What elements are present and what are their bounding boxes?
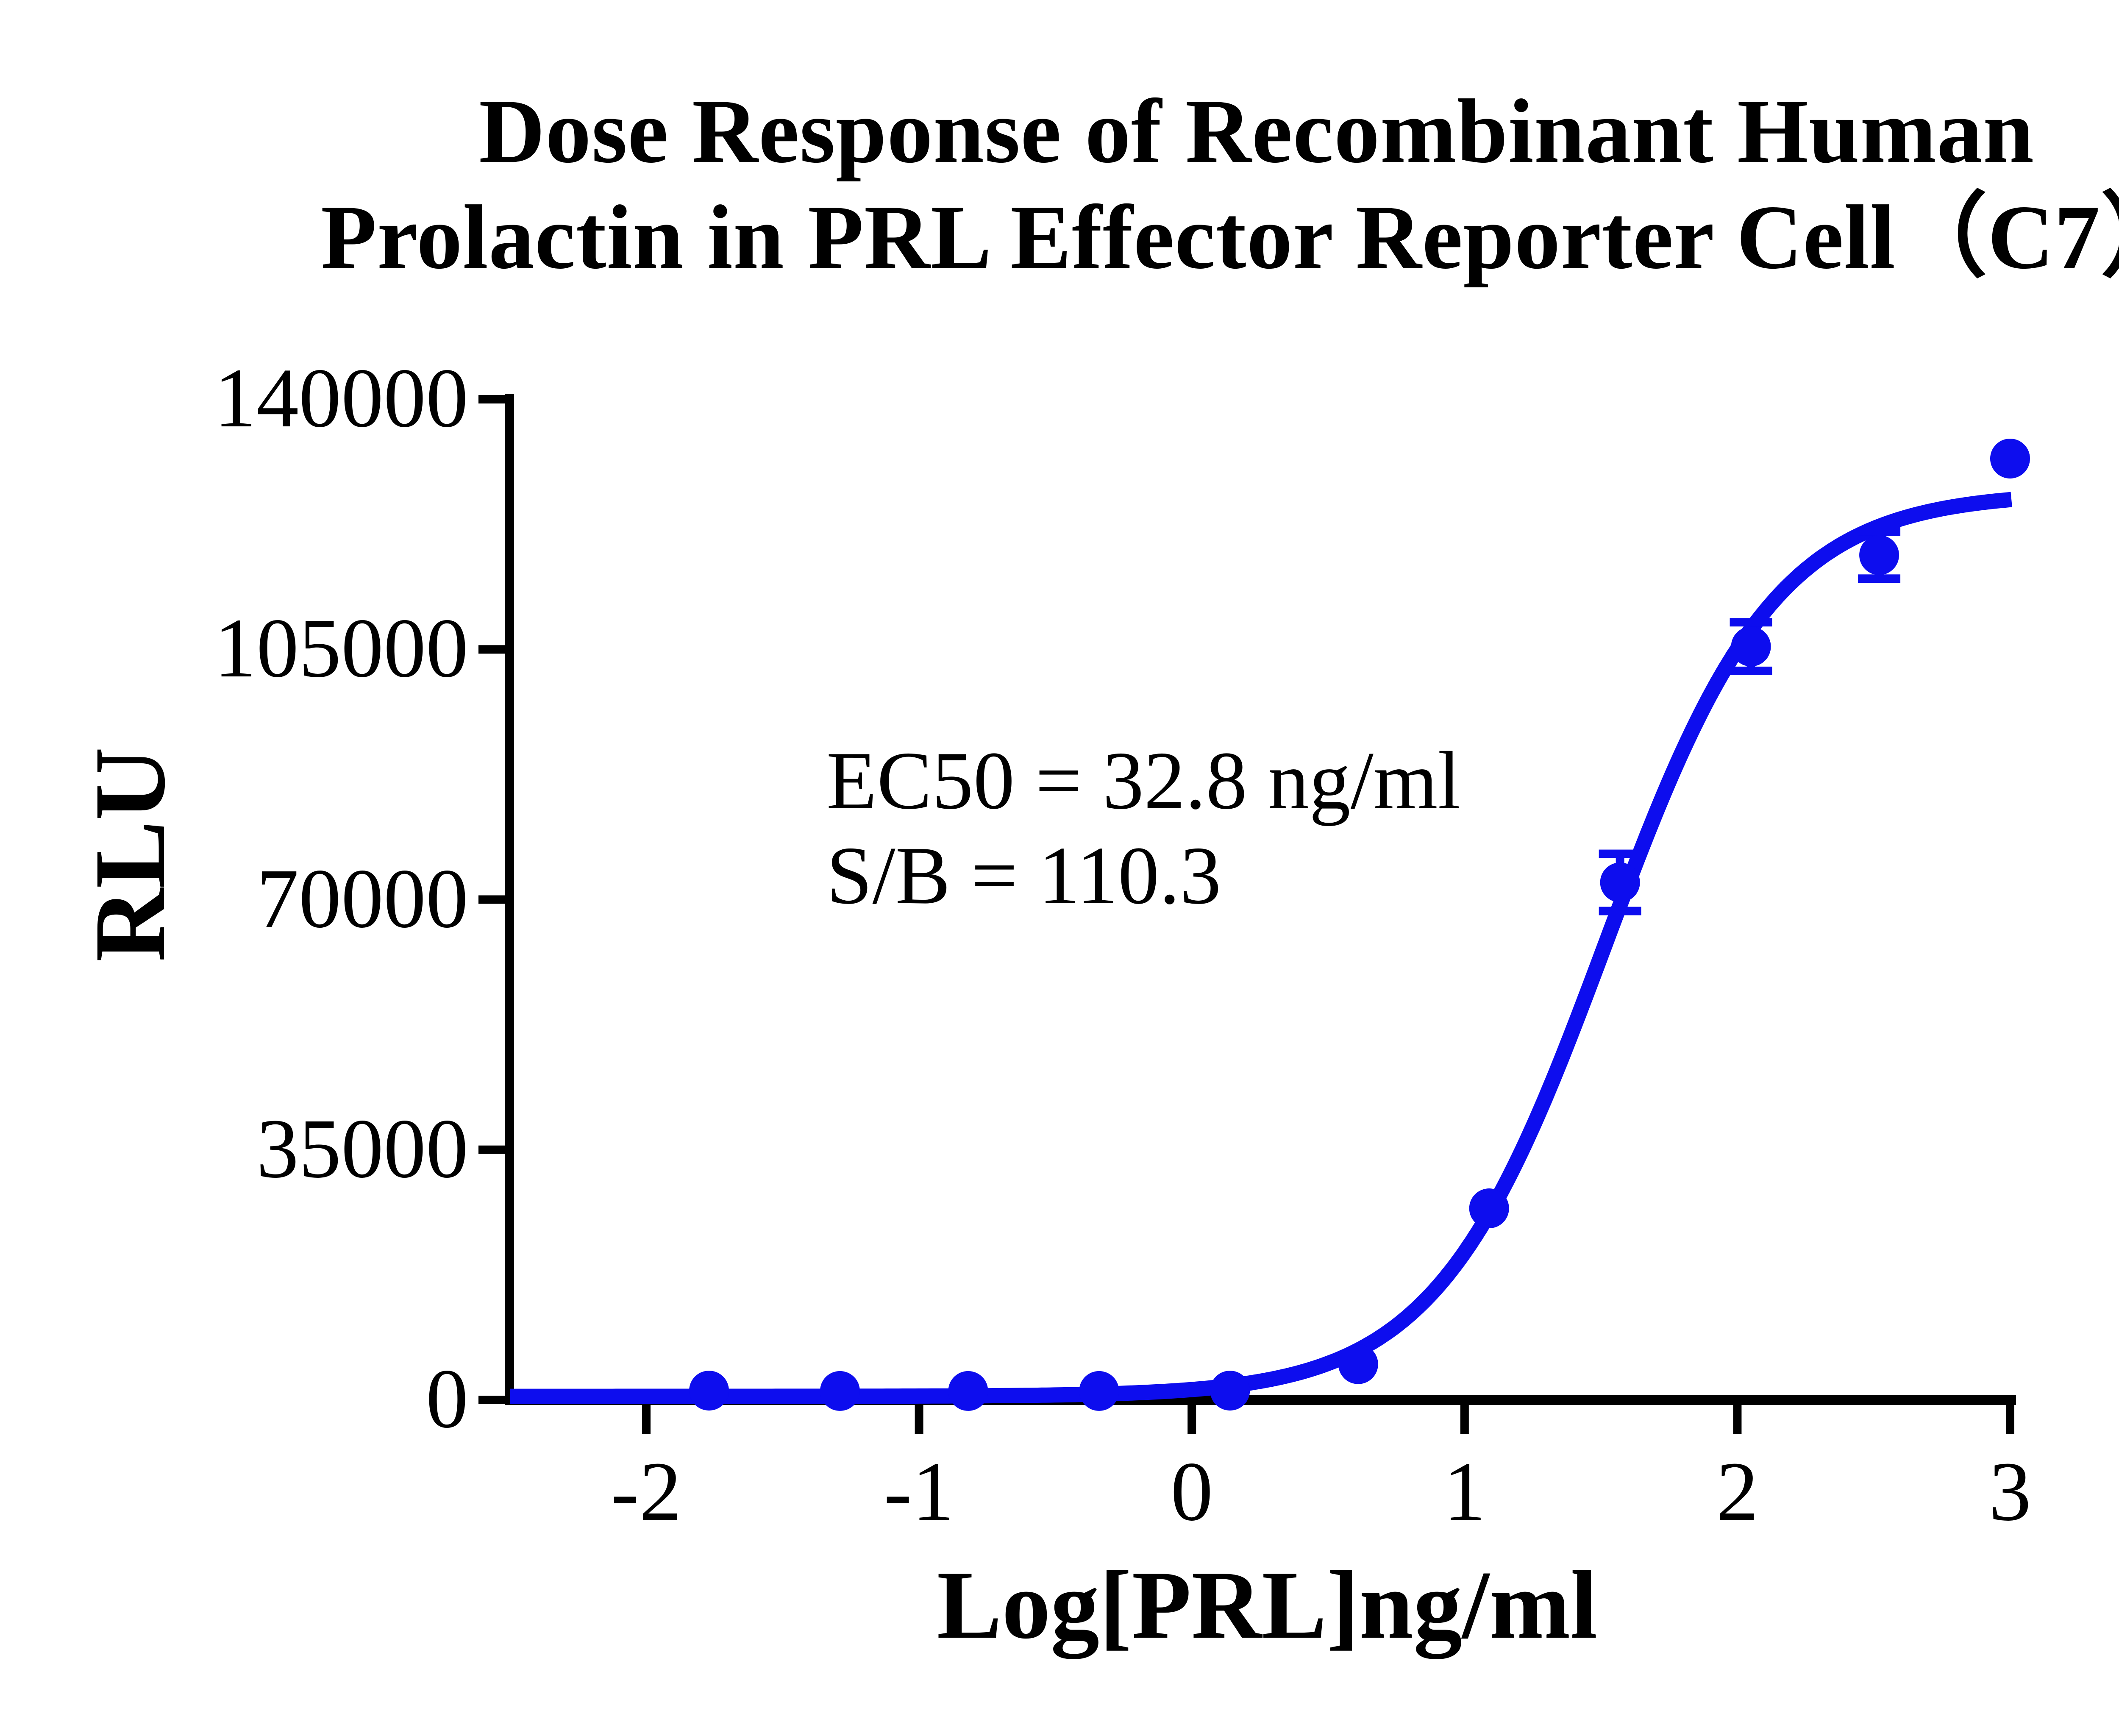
data-point [1079,1371,1119,1411]
y-axis-tick [478,1396,505,1404]
y-tick-label: 0 [426,1352,468,1446]
x-axis-tick [642,1405,651,1434]
x-axis-tick [915,1405,923,1434]
data-point [1338,1344,1378,1384]
y-axis-tick [478,1145,505,1154]
fit-curve [506,492,2015,1404]
fit-annotation: EC50 = 32.8 ng/ml S/B = 110.3 [826,733,1461,923]
y-axis-tick [478,395,505,403]
data-point [1600,862,1640,903]
y-axis-tick [478,895,505,904]
error-bar-cap-bottom [1858,574,1901,583]
y-tick-label: 140000 [214,351,468,445]
data-point [1990,438,2030,479]
data-point [1469,1188,1509,1229]
x-axis-label: Log[PRL]ng/ml [937,1551,1598,1659]
error-bar-cap-top [1730,618,1772,627]
x-tick-label: -1 [884,1445,954,1538]
x-tick-label: 0 [1171,1445,1213,1538]
ec50-annotation-line: EC50 = 32.8 ng/ml [826,735,1461,826]
x-tick-label: -2 [611,1445,682,1538]
x-tick-label: 2 [1716,1445,1759,1538]
chart-title: Dose Response of Recombinant Human Prola… [233,78,2119,290]
chart-title-line2: Prolactin in PRL Effector Reporter Cell（… [320,186,2119,288]
y-tick-label: 105000 [214,601,468,696]
x-tick-label: 1 [1443,1445,1486,1538]
x-tick-label: 3 [1989,1445,2031,1538]
y-axis-tick [478,645,505,654]
y-axis-spine [505,394,514,1405]
data-point [820,1371,860,1411]
x-axis-tick [2006,1405,2014,1434]
error-bar-cap-top [1858,527,1901,536]
data-point [1859,535,1899,575]
error-bar-cap-bottom [1730,666,1772,675]
data-point [1210,1371,1250,1411]
chart-title-line1: Dose Response of Recombinant Human [478,81,2035,182]
y-tick-label: 35000 [256,1102,468,1196]
data-point [1731,626,1771,667]
x-axis-tick [1733,1405,1742,1434]
x-axis-tick [1187,1405,1196,1434]
sb-annotation-line: S/B = 110.3 [826,830,1221,921]
error-bar-cap-bottom [1599,907,1641,915]
data-point [948,1371,988,1411]
data-point [689,1371,729,1411]
y-tick-label: 70000 [256,851,468,946]
error-bar-cap-top [1599,849,1641,858]
x-axis-tick [1460,1405,1469,1434]
